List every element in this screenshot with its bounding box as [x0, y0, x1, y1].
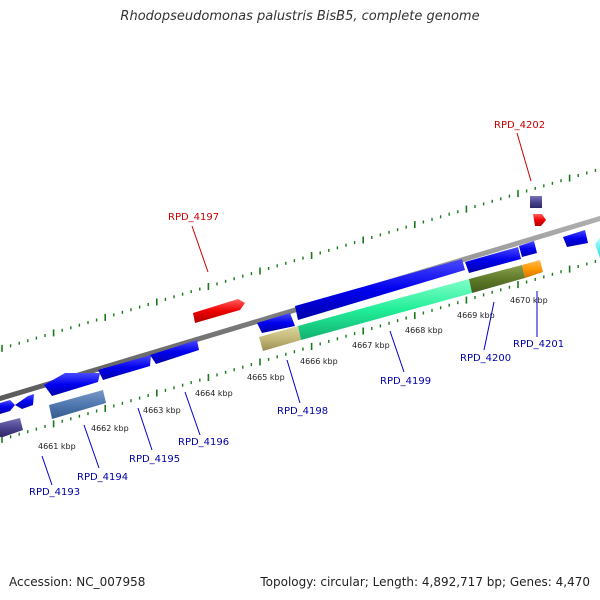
- gene-cds[interactable]: [44, 373, 100, 396]
- kbp-label: 4661 kbp: [38, 442, 76, 451]
- gene-label-rpd-4199[interactable]: RPD_4199: [380, 376, 431, 387]
- kbp-label: 4669 kbp: [457, 311, 495, 320]
- kbp-label: 4667 kbp: [352, 341, 390, 350]
- gene-label-leaders: [41, 132, 538, 486]
- kbp-label: 4663 kbp: [143, 406, 181, 415]
- plus-strand-tick-track: [1, 168, 597, 352]
- gene-cds[interactable]: [519, 241, 537, 257]
- gene-cds[interactable]: [15, 394, 34, 409]
- gene-label-rpd-4194[interactable]: RPD_4194: [77, 472, 128, 483]
- gene-label-rpd-4197[interactable]: RPD_4197: [168, 212, 219, 223]
- gene-cds[interactable]: [257, 313, 295, 333]
- gene-label-rpd-4193[interactable]: RPD_4193: [29, 487, 80, 498]
- gene-cds[interactable]: [295, 259, 465, 320]
- gene-cds[interactable]: [465, 247, 521, 273]
- minus-strand-tick-track: [1, 259, 597, 443]
- map-title: Rhodopseudomonas palustris BisB5, comple…: [120, 9, 480, 24]
- gene-label-rpd-4202[interactable]: RPD_4202: [494, 120, 545, 131]
- accession-text: Accession: NC_007958: [9, 575, 146, 589]
- gene-labels: RPD_4193 RPD_4194 RPD_4195 RPD_4196 RPD_…: [29, 120, 564, 498]
- gene-cds[interactable]: [150, 340, 199, 364]
- gene-rpd-4198[interactable]: [259, 326, 301, 351]
- kbp-label: 4668 kbp: [405, 326, 443, 335]
- gene-rpd-4199[interactable]: [298, 279, 472, 340]
- gene-rpd-4202[interactable]: [533, 214, 546, 226]
- gene-rpd-4202-small[interactable]: [530, 196, 542, 208]
- gene-cds-cyan[interactable]: [595, 238, 600, 258]
- kbp-axis-labels: 4661 kbp 4662 kbp 4663 kbp 4664 kbp 4665…: [38, 296, 548, 451]
- gene-label-rpd-4200[interactable]: RPD_4200: [460, 353, 511, 364]
- plus-strand-genes: [193, 196, 546, 323]
- minus-strand-genes: [0, 230, 600, 437]
- gene-cds[interactable]: [563, 230, 588, 247]
- gene-rpd-4193[interactable]: [0, 418, 23, 437]
- kbp-label: 4670 kbp: [510, 296, 548, 305]
- gene-cds[interactable]: [98, 355, 151, 380]
- gene-rpd-4200[interactable]: [469, 265, 525, 293]
- gene-rpd-4194[interactable]: [49, 390, 106, 419]
- gene-label-rpd-4201[interactable]: RPD_4201: [513, 339, 564, 350]
- kbp-label: 4664 kbp: [195, 389, 233, 398]
- kbp-label: 4666 kbp: [300, 357, 338, 366]
- kbp-label: 4662 kbp: [91, 424, 129, 433]
- gene-label-rpd-4198[interactable]: RPD_4198: [277, 406, 328, 417]
- gene-label-rpd-4195[interactable]: RPD_4195: [129, 454, 180, 465]
- kbp-label: 4665 kbp: [247, 373, 285, 382]
- gene-cds[interactable]: [0, 400, 15, 414]
- gene-rpd-4197[interactable]: [193, 299, 245, 323]
- gene-label-rpd-4196[interactable]: RPD_4196: [178, 437, 229, 448]
- gene-rpd-4201[interactable]: [522, 260, 543, 278]
- genome-summary-text: Topology: circular; Length: 4,892,717 bp…: [260, 575, 590, 589]
